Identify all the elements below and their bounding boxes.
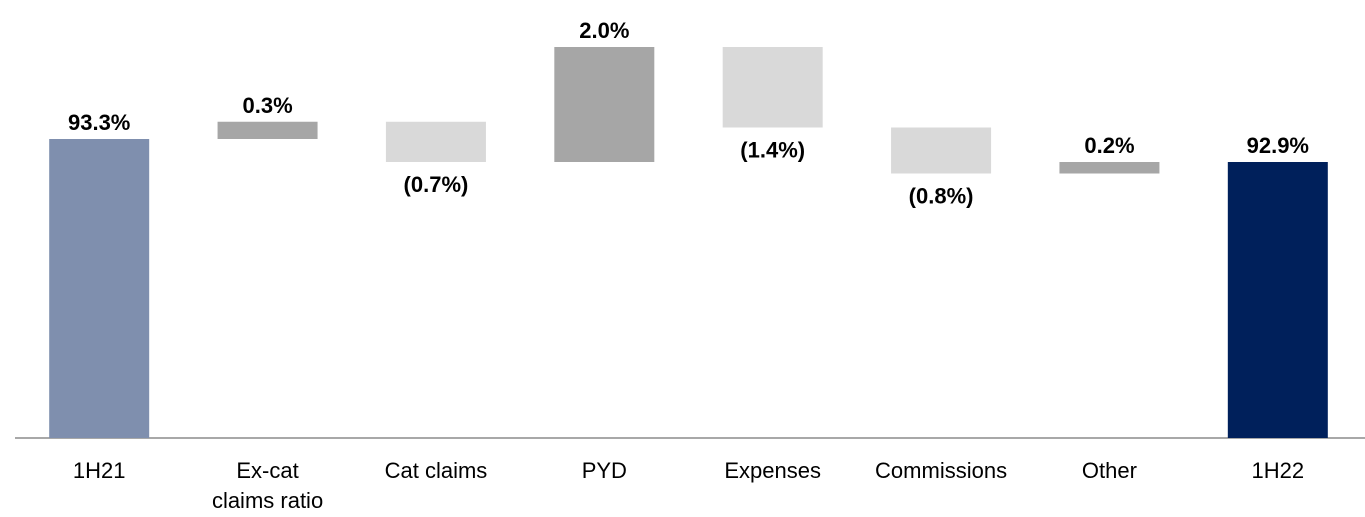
x-tick-label: 1H21: [73, 458, 126, 483]
x-tick-label-line: Ex-cat: [236, 458, 298, 483]
data-label: (0.8%): [909, 184, 974, 209]
data-label: 93.3%: [68, 110, 130, 135]
x-tick-label: Ex-cat claims ratio: [212, 458, 323, 513]
x-tick-label: 1H22: [1252, 458, 1305, 483]
bar: [1227, 162, 1328, 438]
data-label: (0.7%): [404, 172, 469, 197]
data-label: (1.4%): [740, 138, 805, 163]
x-tick-label: Cat claims: [385, 458, 488, 483]
x-tick-label: PYD: [582, 458, 627, 483]
bar: [891, 127, 992, 174]
x-tick-label: Expenses: [724, 458, 821, 483]
data-label: 92.9%: [1247, 133, 1309, 158]
bar: [722, 47, 823, 128]
x-tick-label-line: claims ratio: [212, 488, 323, 513]
data-label: 0.3%: [242, 93, 292, 118]
x-tick-label: Other: [1082, 458, 1137, 483]
bar: [1059, 162, 1160, 174]
bar: [554, 47, 655, 162]
bar: [385, 121, 486, 162]
data-label: 0.2%: [1084, 133, 1134, 158]
bar: [217, 121, 318, 139]
x-tick-label: Commissions: [875, 458, 1007, 483]
bar: [49, 139, 150, 438]
data-label: 2.0%: [579, 18, 629, 43]
